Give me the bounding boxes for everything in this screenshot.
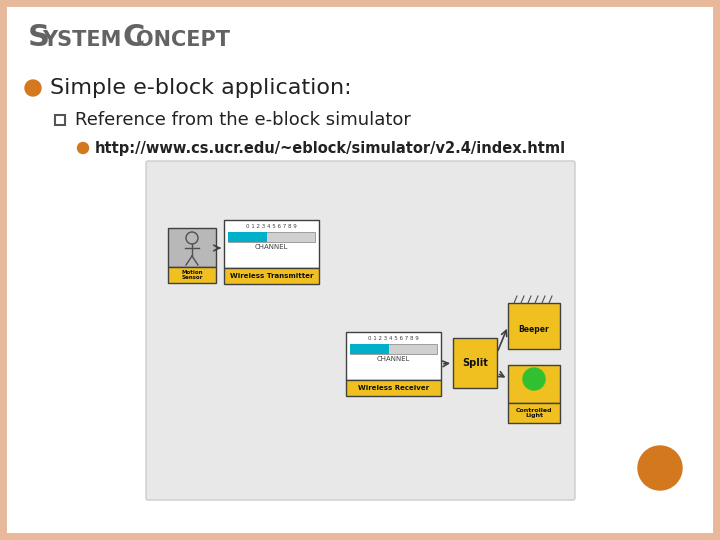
Bar bbox=[508, 365, 560, 403]
Bar bbox=[346, 332, 441, 380]
Text: CHANNEL: CHANNEL bbox=[377, 356, 410, 362]
Text: Wireless Transmitter: Wireless Transmitter bbox=[230, 273, 313, 279]
Text: 0 1 2 3 4 5 6 7 8 9: 0 1 2 3 4 5 6 7 8 9 bbox=[246, 225, 297, 230]
Bar bbox=[346, 380, 441, 396]
Circle shape bbox=[638, 446, 682, 490]
Text: C: C bbox=[122, 24, 145, 52]
Bar bbox=[508, 303, 560, 349]
Text: Motion
Sensor: Motion Sensor bbox=[181, 269, 203, 280]
Text: Reference from the e-block simulator: Reference from the e-block simulator bbox=[75, 111, 411, 129]
FancyBboxPatch shape bbox=[146, 161, 575, 500]
Bar bbox=[350, 344, 389, 354]
Circle shape bbox=[523, 368, 545, 390]
Text: CHANNEL: CHANNEL bbox=[255, 244, 288, 250]
Bar bbox=[508, 403, 560, 423]
Bar bbox=[55, 115, 65, 125]
Bar bbox=[168, 267, 216, 283]
Text: S: S bbox=[28, 24, 50, 52]
Text: Controlled
Light: Controlled Light bbox=[516, 408, 552, 418]
Text: 0 1 2 3 4 5 6 7 8 9: 0 1 2 3 4 5 6 7 8 9 bbox=[368, 336, 419, 341]
Bar bbox=[228, 232, 267, 242]
Text: ONCEPT: ONCEPT bbox=[136, 30, 230, 50]
Bar bbox=[224, 220, 319, 268]
Text: http://www.cs.ucr.edu/~eblock/simulator/v2.4/index.html: http://www.cs.ucr.edu/~eblock/simulator/… bbox=[95, 140, 566, 156]
Circle shape bbox=[78, 143, 89, 153]
Bar bbox=[453, 338, 497, 388]
Bar bbox=[168, 228, 216, 267]
Bar bbox=[350, 344, 437, 354]
Text: Simple e-block application:: Simple e-block application: bbox=[50, 78, 351, 98]
Bar bbox=[224, 268, 319, 284]
Bar bbox=[228, 232, 315, 242]
Text: Beeper: Beeper bbox=[518, 326, 549, 334]
Circle shape bbox=[25, 80, 41, 96]
Text: Wireless Receiver: Wireless Receiver bbox=[358, 385, 429, 391]
Text: Split: Split bbox=[462, 358, 488, 368]
Text: YSTEM: YSTEM bbox=[42, 30, 129, 50]
